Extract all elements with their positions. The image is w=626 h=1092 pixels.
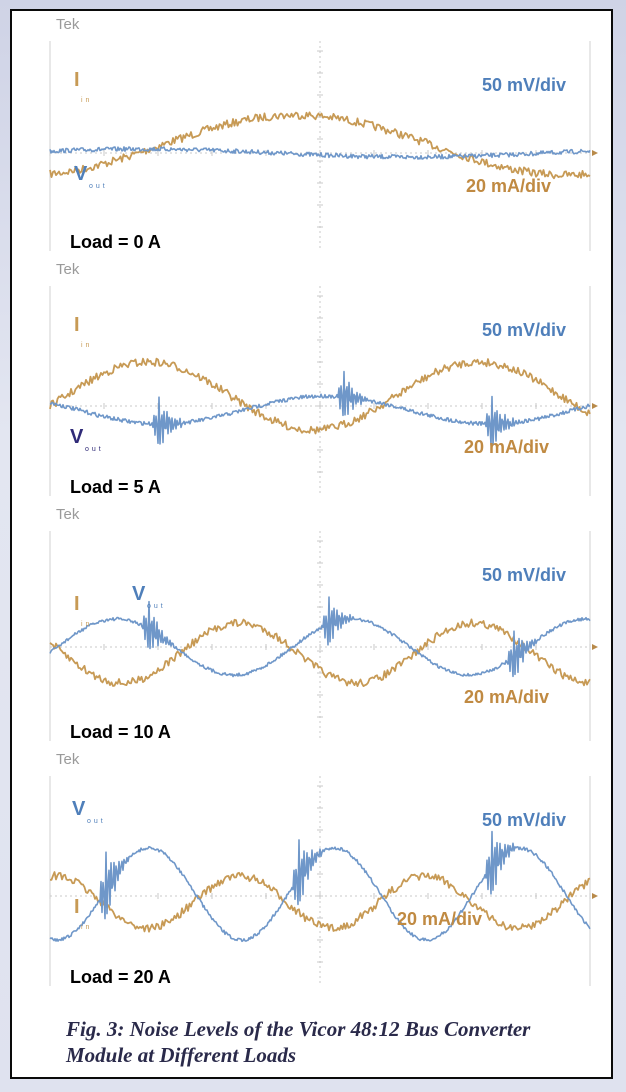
iin-trace <box>49 618 591 687</box>
trigger-marker <box>592 893 598 899</box>
iin-scale-label: 20 mA/div <box>464 437 550 457</box>
tek-label: Tek <box>56 261 80 278</box>
vout-symbol: V out <box>70 426 101 453</box>
scope-panel-0a: Tek I in V out 50 mV/div 20 mA/div Load … <box>12 11 614 256</box>
scope-panel-10a: Tek I in V out 50 mV/div 20 mA/div Load … <box>12 501 614 746</box>
tek-label: Tek <box>56 751 80 768</box>
tek-label: Tek <box>56 16 80 33</box>
vout-scale-label: 50 mV/div <box>482 565 567 585</box>
tek-label: Tek <box>56 506 80 523</box>
iin-letter: I <box>74 314 80 336</box>
vout-trace <box>49 830 591 943</box>
iin-subscript: in <box>81 621 93 628</box>
vout-subscript: out <box>147 603 166 610</box>
load-label: Load = 20 A <box>70 967 171 987</box>
vout-letter: V <box>74 163 88 185</box>
iin-letter: I <box>74 593 80 615</box>
vout-trace <box>49 370 591 446</box>
iin-trace <box>49 357 591 435</box>
iin-symbol: I in <box>74 314 89 349</box>
vout-scale-label: 50 mV/div <box>482 810 567 830</box>
vout-trace <box>49 146 591 160</box>
trigger-marker <box>592 403 598 409</box>
vout-symbol: V out <box>132 583 163 610</box>
vout-scale-label: 50 mV/div <box>482 320 567 340</box>
scope-plot-20a <box>49 776 598 986</box>
iin-subscript: in <box>81 924 93 931</box>
vout-subscript: out <box>89 183 108 190</box>
iin-scale-label: 20 mA/div <box>466 176 552 196</box>
scope-panel-5a: Tek I in V out 50 mV/div 20 mA/div Load … <box>12 256 614 501</box>
load-label: Load = 0 A <box>70 232 161 252</box>
vout-scale-label: 50 mV/div <box>482 75 567 95</box>
figure-frame: Tek I in V out 50 mV/div 20 mA/div Load … <box>10 9 613 1079</box>
iin-scale-label: 20 mA/div <box>464 687 550 707</box>
iin-subscript: in <box>81 97 93 104</box>
load-label: Load = 10 A <box>70 722 171 742</box>
scope-plot-10a <box>49 531 598 741</box>
vout-trace <box>49 596 591 678</box>
vout-letter: V <box>132 583 146 605</box>
iin-subscript: in <box>81 342 93 349</box>
scope-plot-0a <box>49 41 598 251</box>
trigger-marker <box>592 644 598 650</box>
figure-caption: Fig. 3: Noise Levels of the Vicor 48:12 … <box>66 1017 531 1067</box>
load-label: Load = 5 A <box>70 477 161 497</box>
vout-subscript: out <box>87 818 106 825</box>
iin-letter: I <box>74 69 80 91</box>
vout-symbol: V out <box>74 163 105 190</box>
iin-symbol: I in <box>74 896 89 931</box>
iin-letter: I <box>74 896 80 918</box>
scope-plot-5a <box>49 286 598 496</box>
vout-letter: V <box>72 798 86 820</box>
iin-symbol: I in <box>74 69 89 104</box>
trigger-marker <box>592 150 598 156</box>
iin-symbol: I in <box>74 593 89 628</box>
iin-scale-label: 20 mA/div <box>397 909 483 929</box>
iin-trace <box>50 871 591 933</box>
scope-panel-20a: Tek V out I in 50 mV/div 20 mA/div Load … <box>12 746 614 991</box>
vout-subscript: out <box>85 446 104 453</box>
vout-letter: V <box>70 426 84 448</box>
vout-symbol: V out <box>72 798 103 825</box>
